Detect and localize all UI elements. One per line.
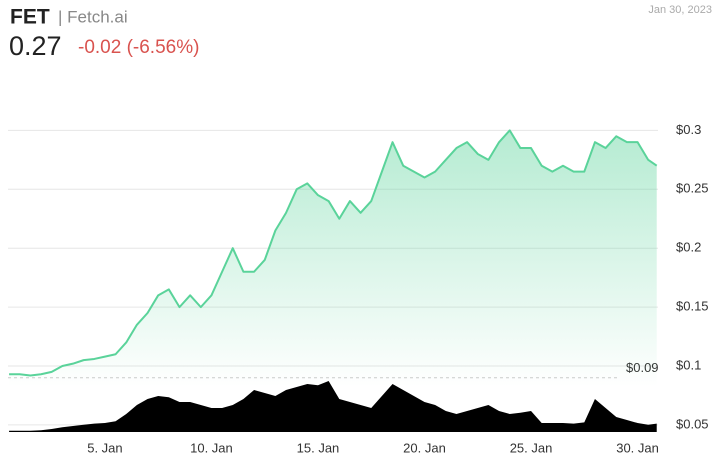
y-tick-label: $0.1 xyxy=(676,357,701,372)
x-tick-label: 20. Jan xyxy=(403,440,446,455)
price: 0.27 xyxy=(9,31,62,61)
date: Jan 30, 2023 xyxy=(648,4,712,16)
symbol: FET xyxy=(10,6,50,29)
change: -0.02 (-6.56%) xyxy=(78,37,199,58)
y-tick-label: $0.25 xyxy=(676,181,709,196)
price-line xyxy=(9,129,658,377)
x-tick-label: 30. Jan xyxy=(616,440,659,455)
y-tick-label: $0.3 xyxy=(676,122,701,137)
y-tick-label: $0.15 xyxy=(676,299,709,314)
y-tick-label: $0.05 xyxy=(676,416,709,431)
x-tick-label: 5. Jan xyxy=(87,440,122,455)
x-tick-label: 10. Jan xyxy=(190,440,233,455)
volume-area xyxy=(9,381,657,432)
asset-name: | Fetch.ai xyxy=(58,7,128,26)
price-area xyxy=(9,130,657,433)
x-tick-label: 25. Jan xyxy=(510,440,553,455)
x-tick-label: 15. Jan xyxy=(297,440,340,455)
y-tick-label: $0.2 xyxy=(676,240,701,255)
